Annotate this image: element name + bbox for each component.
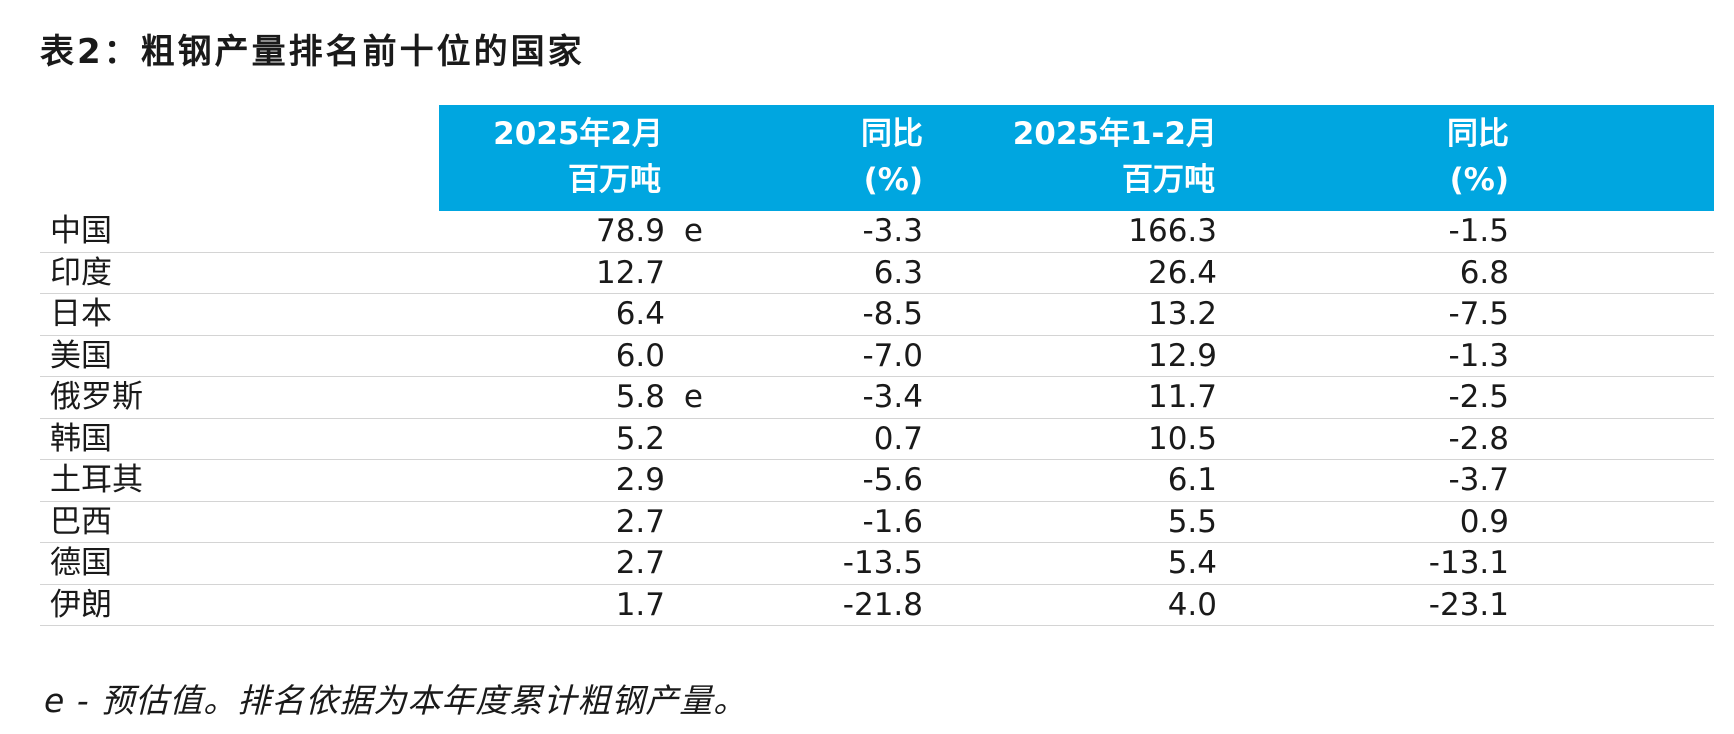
header-feb-output: 2025年2月 百万吨 — [439, 111, 663, 203]
country-cell: 印度 — [50, 254, 112, 291]
table-row: 伊朗 1.7 -21.8 4.0 -23.1 — [40, 585, 1714, 626]
feb-output-value: 6.4 — [615, 296, 665, 332]
ytd-yoy-cell: 6.8 — [1459, 254, 1509, 291]
feb-yoy-cell: -21.8 — [842, 586, 923, 623]
feb-yoy-cell: 6.3 — [873, 254, 923, 291]
ytd-yoy-cell: -13.1 — [1428, 545, 1509, 581]
feb-output-cell: 6.4 — [439, 294, 703, 334]
table-row: 德国 2.7 -13.5 5.4 -13.1 — [40, 543, 1714, 585]
table-row: 巴西 2.7 -1.6 5.5 0.9 — [40, 502, 1714, 543]
ytd-output-cell: 11.7 — [1147, 379, 1217, 415]
table-header-band — [439, 105, 1714, 211]
ytd-yoy-cell: -1.3 — [1448, 337, 1510, 374]
table-row: 美国 6.0 -7.0 12.9 -1.3 — [40, 336, 1714, 377]
ytd-yoy-cell: -2.8 — [1448, 420, 1510, 457]
feb-output-value: 2.9 — [615, 462, 665, 498]
estimate-flag: e — [683, 379, 703, 415]
feb-output-value: 5.2 — [615, 420, 665, 457]
feb-output-value: 12.7 — [595, 254, 665, 291]
country-cell: 巴西 — [50, 503, 112, 540]
feb-output-value: 6.0 — [615, 337, 665, 374]
feb-yoy-cell: -8.5 — [862, 296, 924, 332]
feb-output-value: 2.7 — [615, 545, 665, 581]
feb-output-cell: 78.9 e — [439, 211, 703, 251]
header-feb-output-unit: 百万吨 — [568, 162, 661, 198]
ytd-output-cell: 10.5 — [1147, 420, 1217, 457]
header-ytd-yoy-unit: (%) — [1449, 162, 1509, 198]
feb-output-cell: 6.0 — [439, 336, 703, 376]
country-cell: 中国 — [50, 213, 112, 249]
ytd-yoy-cell: 0.9 — [1459, 503, 1509, 540]
feb-yoy-cell: 0.7 — [873, 420, 923, 457]
table-row: 俄罗斯 5.8 e -3.4 11.7 -2.5 — [40, 377, 1714, 419]
table-title: 表2：粗钢产量排名前十位的国家 — [40, 32, 585, 72]
table-body: 中国 78.9 e -3.3 166.3 -1.5 印度 12.7 6.3 26.… — [40, 211, 1714, 626]
ytd-yoy-cell: -3.7 — [1448, 462, 1510, 498]
country-cell: 德国 — [50, 545, 112, 581]
feb-yoy-cell: -1.6 — [862, 503, 924, 540]
country-cell: 韩国 — [50, 420, 112, 457]
header-ytd-output-unit: 百万吨 — [1122, 162, 1215, 198]
ytd-yoy-cell: -23.1 — [1428, 586, 1509, 623]
header-feb-yoy-unit: (%) — [863, 162, 923, 198]
feb-output-cell: 1.7 — [439, 585, 703, 625]
ytd-output-cell: 6.1 — [1167, 462, 1217, 498]
country-cell: 俄罗斯 — [50, 379, 143, 415]
table-row: 土耳其 2.9 -5.6 6.1 -3.7 — [40, 460, 1714, 502]
table-footnote: e - 预估值。排名依据为本年度累计粗钢产量。 — [44, 681, 748, 720]
country-cell: 伊朗 — [50, 586, 112, 623]
feb-yoy-cell: -7.0 — [862, 337, 924, 374]
table-row: 日本 6.4 -8.5 13.2 -7.5 — [40, 294, 1714, 336]
country-cell: 土耳其 — [50, 462, 143, 498]
ytd-output-cell: 5.4 — [1167, 545, 1217, 581]
header-feb-yoy-label: 同比 — [861, 116, 923, 152]
feb-output-value: 1.7 — [615, 586, 665, 623]
header-ytd-output: 2025年1-2月 百万吨 — [923, 111, 1217, 203]
feb-output-value: 2.7 — [615, 503, 665, 540]
header-feb-output-period: 2025年2月 — [493, 116, 663, 152]
ytd-output-cell: 5.5 — [1167, 503, 1217, 540]
ytd-output-cell: 166.3 — [1128, 213, 1217, 249]
feb-yoy-cell: -13.5 — [842, 545, 923, 581]
feb-output-cell: 2.7 — [439, 543, 703, 583]
feb-output-cell: 12.7 — [439, 253, 703, 293]
table-row: 韩国 5.2 0.7 10.5 -2.8 — [40, 419, 1714, 460]
feb-output-cell: 2.9 — [439, 460, 703, 500]
feb-output-value: 78.9 — [595, 213, 665, 249]
ytd-yoy-cell: -2.5 — [1448, 379, 1510, 415]
country-cell: 日本 — [50, 296, 112, 332]
ytd-output-cell: 12.9 — [1147, 337, 1217, 374]
ytd-output-cell: 26.4 — [1147, 254, 1217, 291]
header-feb-yoy: 同比 (%) — [663, 111, 923, 203]
feb-output-cell: 2.7 — [439, 502, 703, 542]
ytd-output-cell: 13.2 — [1147, 296, 1217, 332]
country-cell: 美国 — [50, 337, 112, 374]
ytd-output-cell: 4.0 — [1167, 586, 1217, 623]
feb-yoy-cell: -3.3 — [862, 213, 924, 249]
feb-output-cell: 5.2 — [439, 419, 703, 459]
header-ytd-yoy-label: 同比 — [1447, 116, 1509, 152]
header-ytd-yoy: 同比 (%) — [1217, 111, 1509, 203]
header-ytd-output-period: 2025年1-2月 — [1012, 116, 1217, 152]
ytd-yoy-cell: -1.5 — [1448, 213, 1510, 249]
feb-output-value: 5.8 — [615, 379, 665, 415]
feb-output-cell: 5.8 e — [439, 377, 703, 417]
feb-yoy-cell: -5.6 — [862, 462, 924, 498]
feb-yoy-cell: -3.4 — [862, 379, 924, 415]
table-row: 印度 12.7 6.3 26.4 6.8 — [40, 253, 1714, 294]
ytd-yoy-cell: -7.5 — [1448, 296, 1510, 332]
estimate-flag: e — [683, 213, 703, 249]
table-row: 中国 78.9 e -3.3 166.3 -1.5 — [40, 211, 1714, 253]
